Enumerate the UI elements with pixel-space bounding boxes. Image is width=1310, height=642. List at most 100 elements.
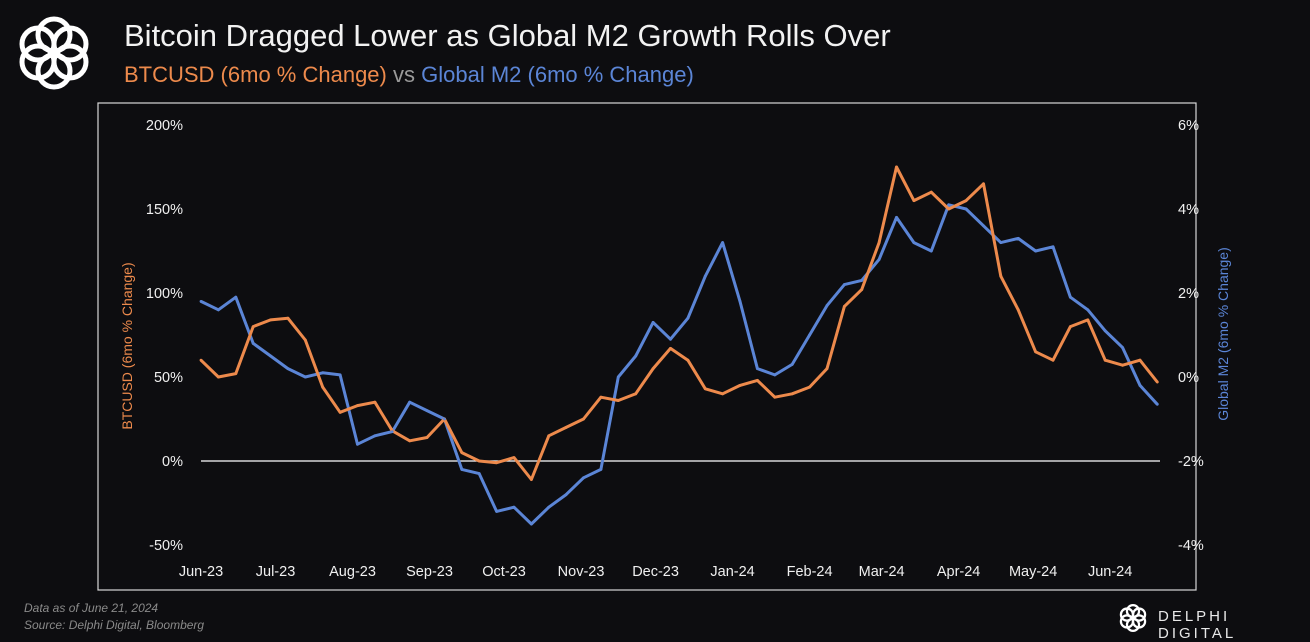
delphi-brand-icon [1119,604,1147,632]
m2-data-point [651,321,655,324]
footnote: Data as of June 21, 2024 Source: Delphi … [24,600,204,634]
plot-frame [97,102,1197,591]
y-tick-label-right: 2% [1178,286,1199,302]
m2-data-point [634,354,638,358]
m2-data-point [599,468,603,471]
btc-data-point [547,434,551,438]
x-tick-label: Jun-23 [179,564,223,580]
x-tick-label: May-24 [1009,564,1057,580]
btc-data-point [738,384,742,387]
y-tick-label-left: 150% [146,202,183,218]
m2-data-point [912,241,916,245]
m2-data-point [929,249,933,253]
y-tick-label-left: 100% [146,286,183,302]
btc-data-point [1155,380,1159,384]
y-tick-label-right: -4% [1178,538,1204,554]
m2-data-point [234,295,238,299]
m2-data-point [842,283,846,286]
y-tick-label-right: 4% [1178,202,1199,218]
m2-data-point [825,304,829,307]
x-tick-label: Aug-23 [329,564,376,580]
x-tick-label: Dec-23 [632,564,679,580]
m2-data-point [616,375,620,379]
m2-data-point [390,430,394,433]
m2-data-point [1121,346,1124,349]
m2-data-point [495,510,498,513]
m2-data-point [1051,245,1055,249]
m2-data-point [582,476,585,480]
chart-subtitle: BTCUSD (6mo % Change) vs Global M2 (6mo … [124,62,694,88]
y-axis-label-left: BTCUSD (6mo % Change) [119,262,135,429]
m2-data-point [703,274,707,278]
m2-data-point [1155,402,1159,406]
btc-data-point [721,392,725,396]
btc-data-point [686,358,690,362]
x-tick-label: Apr-24 [937,564,981,580]
m2-data-point [547,505,551,509]
y-tick-label-right: 6% [1178,118,1199,134]
m2-data-point [321,371,325,375]
btc-data-point [460,451,464,454]
btc-data-point [216,375,220,379]
m2-data-point [721,241,725,245]
y-tick-label-left: 50% [154,370,183,386]
btc-data-point [825,367,829,370]
btc-data-point [338,410,342,414]
btc-data-point [773,395,777,399]
y-tick-label-right: 0% [1178,370,1199,386]
m2-data-point [756,367,759,370]
x-tick-label: Feb-24 [787,564,833,580]
btc-data-point [634,392,638,396]
m2-data-point [529,522,533,526]
m2-data-point [964,207,968,211]
x-tick-label: Jul-23 [256,564,296,580]
m2-data-point [564,493,568,496]
m2-data-point [790,363,794,366]
btc-data-point [1086,318,1090,322]
btc-data-point [982,182,985,186]
btc-data-point [1034,350,1038,354]
btc-data-point [669,347,672,350]
m2-data-point [1069,295,1072,299]
m2-data-point [425,409,429,412]
m2-data-point [512,505,516,509]
btc-data-point [564,426,568,429]
btc-data-point [495,461,498,465]
m2-data-point [738,300,742,303]
btc-data-point [756,378,759,382]
btc-data-point [929,190,933,194]
delphi-logo-icon [19,16,89,90]
m2-data-point [947,203,951,207]
m2-data-point [686,316,690,320]
x-tick-label: Jan-24 [710,564,754,580]
brand-name: DELPHI DIGITAL [1158,608,1237,642]
m2-data-point [303,375,307,379]
m2-data-point [982,224,985,228]
y-tick-label-left: 200% [146,118,183,134]
btc-data-point [877,241,881,245]
btc-data-point [1051,358,1055,362]
btc-data-point [790,392,794,396]
m2-data-point [1086,308,1090,312]
data-as-of: Data as of June 21, 2024 [24,601,159,615]
btc-data-point [616,399,620,402]
m2-data-point [808,333,811,337]
btc-data-point [512,456,516,460]
m2-data-point [669,337,672,341]
m2-data-point [877,258,881,261]
btc-data-point [251,325,255,328]
m2-data-point [895,216,898,219]
btc-data-point [651,367,655,370]
btc-data-point [703,387,707,391]
y-tick-label-left: -50% [149,538,183,554]
m2-data-point [286,367,290,370]
m2-data-point [251,342,255,345]
btc-data-point [269,318,272,322]
btc-data-point [1016,308,1020,312]
m2-data-point [1016,237,1020,240]
btc-data-point [1138,358,1142,362]
btc-data-point [303,338,307,342]
x-tick-label: Mar-24 [859,564,905,580]
x-tick-label: Oct-23 [482,564,526,580]
